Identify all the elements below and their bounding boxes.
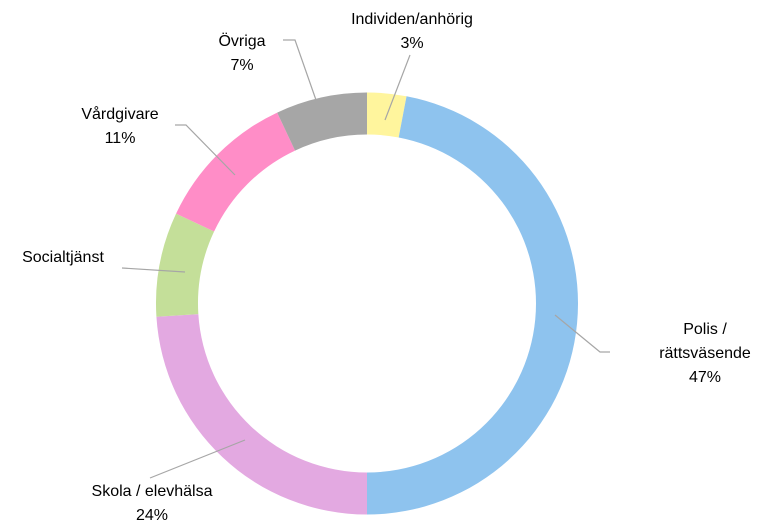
slice-label: Vårdgivare 11% — [81, 103, 158, 151]
donut-slice — [156, 314, 367, 515]
slice-label: Individen/anhörig 3% — [351, 8, 473, 56]
leader-line — [121, 267, 186, 273]
donut-slice — [367, 96, 579, 515]
category-label: Skola / elevhälsa — [91, 483, 213, 500]
category-label: Vårdgivare — [81, 106, 159, 123]
slice-label: Socialtjänst — [11, 246, 115, 270]
category-label: Polis / rättsväsende — [659, 321, 751, 362]
leader-line — [283, 39, 317, 101]
value-label: 47% — [688, 369, 722, 386]
value-label: 11% — [104, 130, 136, 147]
leader-line — [384, 54, 411, 121]
leader-line — [175, 124, 236, 176]
donut-slice — [156, 213, 215, 317]
category-label: Individen/anhörig — [351, 11, 473, 28]
slice-label: Polis / rättsväsende 47% — [640, 318, 768, 390]
donut-slice — [277, 92, 367, 151]
value-label: 3% — [400, 35, 424, 52]
leader-line — [149, 439, 246, 479]
slice-label: Skola / elevhälsa 24% — [92, 480, 213, 524]
value-label: 7% — [230, 57, 254, 74]
category-label: Övriga — [218, 33, 266, 50]
slice-label: Övriga 7% — [218, 30, 265, 78]
donut-slice — [176, 112, 296, 232]
category-label: Socialtjänst — [22, 249, 104, 266]
value-label: 24% — [135, 507, 169, 524]
leader-line — [554, 314, 610, 353]
